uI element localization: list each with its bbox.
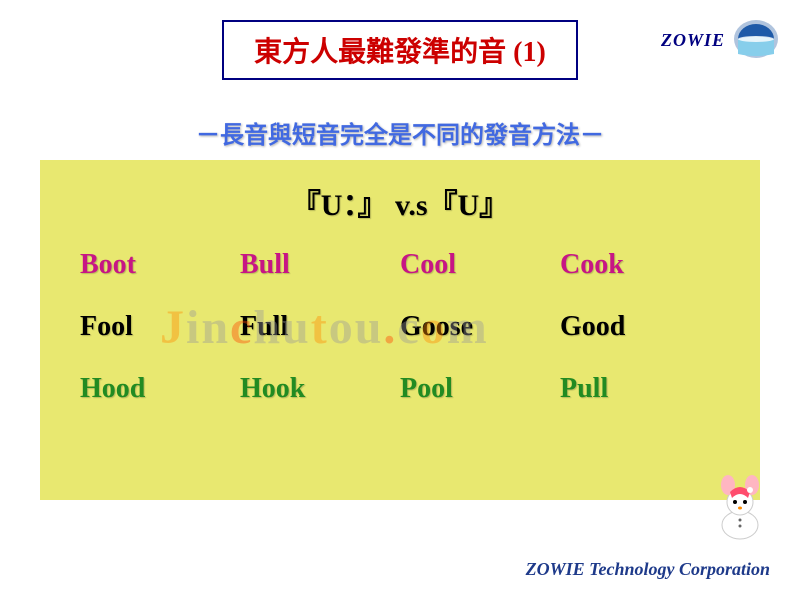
page-title: 東方人最難發準的音 (1) <box>222 20 578 80</box>
word-cell: Bull <box>240 249 400 281</box>
word-cell: Full <box>240 311 400 343</box>
word-cell: Fool <box>80 311 240 343</box>
word-cell: Hook <box>240 373 400 405</box>
brand-text: ZOWIE <box>661 30 725 51</box>
word-cell: Hood <box>80 373 240 405</box>
word-cell: Goose <box>400 311 560 343</box>
subtitle-text: －長音與短音完全是不同的發音方法－ <box>0 115 800 150</box>
word-cell: Pull <box>560 373 720 405</box>
word-cell: Good <box>560 311 720 343</box>
word-cell: Cook <box>560 249 720 281</box>
comparison-title: 『U：』 v.s『U』 <box>80 180 720 224</box>
footer-text: ZOWIE Technology Corporation <box>526 559 770 580</box>
word-cell: Boot <box>80 249 240 281</box>
snowman-icon <box>710 470 770 540</box>
word-cell: Cool <box>400 249 560 281</box>
word-grid: Boot Bull Cool Cook Fool Full Goose Good… <box>80 249 720 405</box>
word-cell: Pool <box>400 373 560 405</box>
content-panel: 『U：』 v.s『U』 Boot Bull Cool Cook Fool Ful… <box>40 160 760 500</box>
globe-icon <box>732 18 780 60</box>
